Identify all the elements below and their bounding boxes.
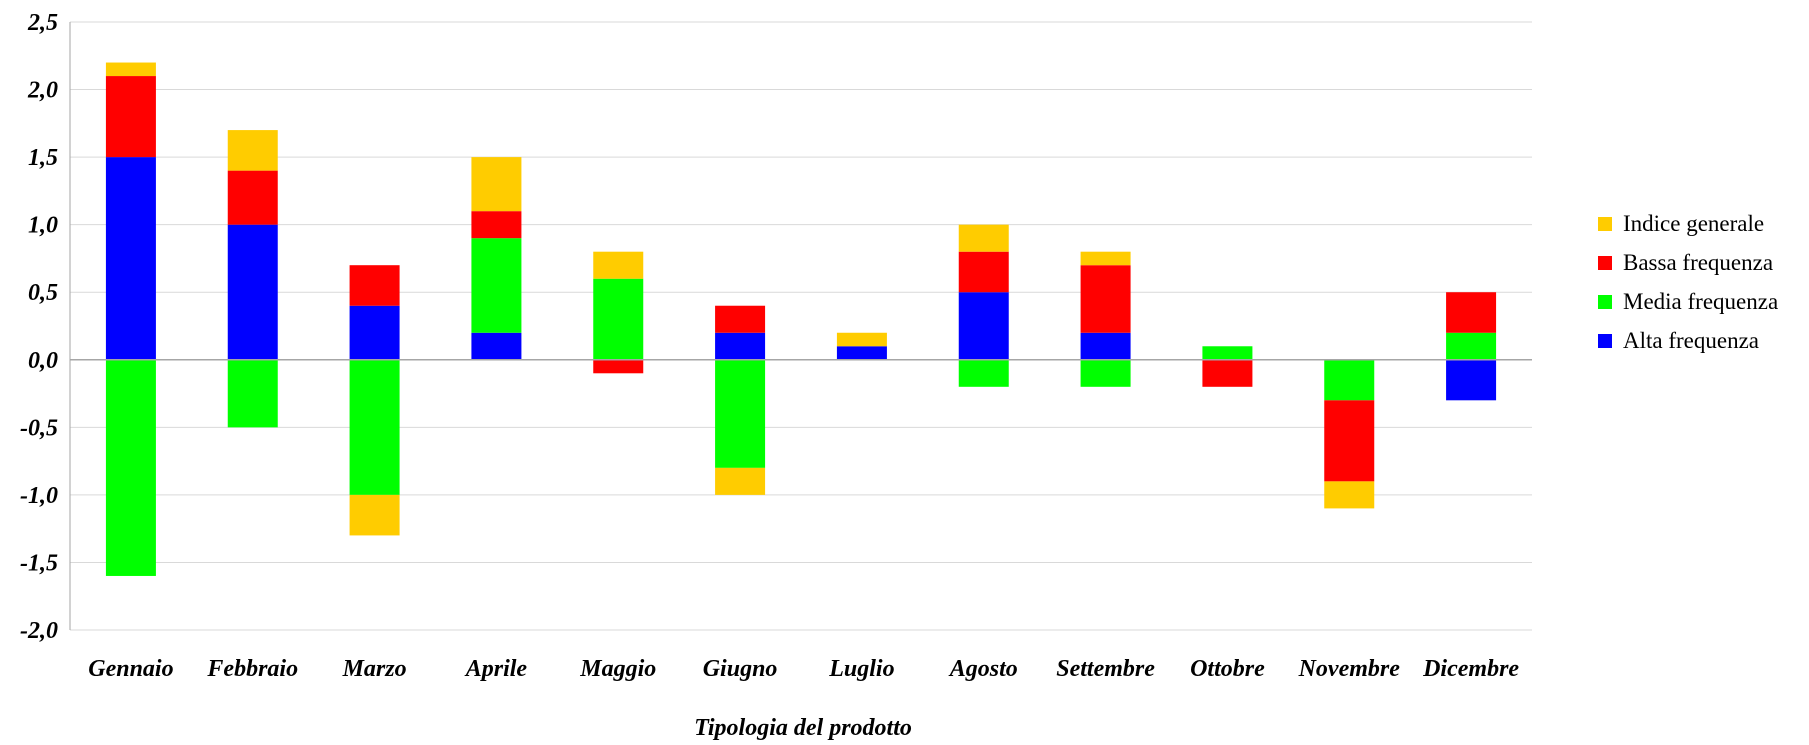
legend-swatch — [1598, 256, 1612, 270]
legend-swatch — [1598, 334, 1612, 348]
y-tick-label: 0,0 — [28, 348, 58, 374]
bar-segment — [715, 467, 766, 495]
x-tick-labels: Gennaio Febbraio Marzo Aprile Maggio Giugno Lu… — [88, 656, 1519, 682]
bar-segment — [105, 157, 156, 360]
legend-label: Bassa frequenza — [1623, 250, 1773, 275]
bar-segment — [958, 224, 1009, 252]
x-axis-title: Tipologia del prodotto — [694, 715, 912, 740]
x-tick-label: Ottobre — [1190, 656, 1265, 682]
bar-segment — [349, 305, 400, 360]
y-tick-labels: -2,0 -1,5 -1,0 -0,5 0,0 0,5 1,0 1,5 2,0 2,5 — [20, 10, 58, 644]
x-tick-label: Settembre — [1056, 656, 1155, 682]
bar-segment — [227, 170, 278, 225]
bar-segment — [227, 130, 278, 171]
bar-segment — [1202, 359, 1253, 387]
bar-segment — [105, 62, 156, 77]
y-tick-label: 1,5 — [28, 145, 58, 171]
legend-swatch — [1598, 295, 1612, 309]
bar-segment — [593, 278, 644, 360]
bar-segment — [1202, 346, 1253, 360]
bars — [105, 62, 1497, 576]
bar-segment — [1446, 332, 1497, 360]
bar-segment — [1446, 359, 1497, 401]
y-tick-label: 2,0 — [27, 78, 58, 104]
x-tick-label: Marzo — [342, 656, 407, 682]
bar-segment — [1324, 359, 1375, 401]
legend-label: Media frequenza — [1623, 289, 1778, 314]
y-tick-label: 0,5 — [28, 280, 58, 306]
legend-label: Indice generale — [1623, 211, 1764, 236]
legend-swatch — [1598, 217, 1612, 231]
y-tick-label: 2,5 — [27, 10, 58, 36]
bar-segment — [958, 251, 1009, 293]
y-tick-label: -2,0 — [20, 618, 58, 644]
x-tick-label: Aprile — [464, 656, 528, 682]
axes — [69, 22, 1532, 630]
bar-segment — [1324, 481, 1375, 509]
x-tick-label: Agosto — [948, 656, 1018, 682]
bar-segment — [836, 332, 887, 347]
bar-segment — [227, 359, 278, 428]
bar-segment — [471, 238, 522, 333]
x-tick-label: Febbraio — [206, 656, 298, 682]
x-tick-label: Maggio — [579, 656, 656, 682]
bar-segment — [1080, 332, 1131, 360]
bar-segment — [471, 332, 522, 360]
bar-segment — [1446, 292, 1497, 333]
bar-segment — [958, 292, 1009, 360]
bar-segment — [471, 157, 522, 212]
y-tick-label: -1,5 — [20, 550, 58, 576]
bar-segment — [593, 359, 644, 374]
x-tick-label: Novembre — [1298, 656, 1401, 682]
bar-segment — [105, 359, 156, 576]
bar-segment — [1080, 251, 1131, 266]
bar-segment — [715, 359, 766, 468]
bar-segment — [105, 76, 156, 158]
bar-segment — [958, 359, 1009, 387]
x-tick-label: Luglio — [828, 656, 894, 682]
bar-segment — [1080, 359, 1131, 387]
bar-segment — [715, 332, 766, 360]
x-tick-label: Gennaio — [88, 656, 173, 682]
bar-segment — [1080, 265, 1131, 333]
legend: Indice generale Bassa frequenza Media freq… — [1598, 211, 1778, 353]
bar-segment — [349, 265, 400, 306]
y-tick-label: -1,0 — [20, 483, 58, 509]
y-tick-label: -0,5 — [20, 415, 58, 441]
bar-segment — [1324, 400, 1375, 482]
bar-segment — [715, 305, 766, 333]
x-tick-label: Giugno — [703, 656, 778, 682]
y-tick-label: 1,0 — [28, 213, 58, 239]
bar-segment — [349, 494, 400, 536]
legend-label: Alta frequenza — [1623, 328, 1759, 353]
x-tick-label: Dicembre — [1422, 656, 1519, 682]
bar-segment — [593, 251, 644, 279]
bar-segment — [836, 346, 887, 360]
bar-segment — [471, 211, 522, 239]
gridlines — [70, 21, 1532, 631]
bar-segment — [227, 224, 278, 360]
bar-segment — [349, 359, 400, 495]
